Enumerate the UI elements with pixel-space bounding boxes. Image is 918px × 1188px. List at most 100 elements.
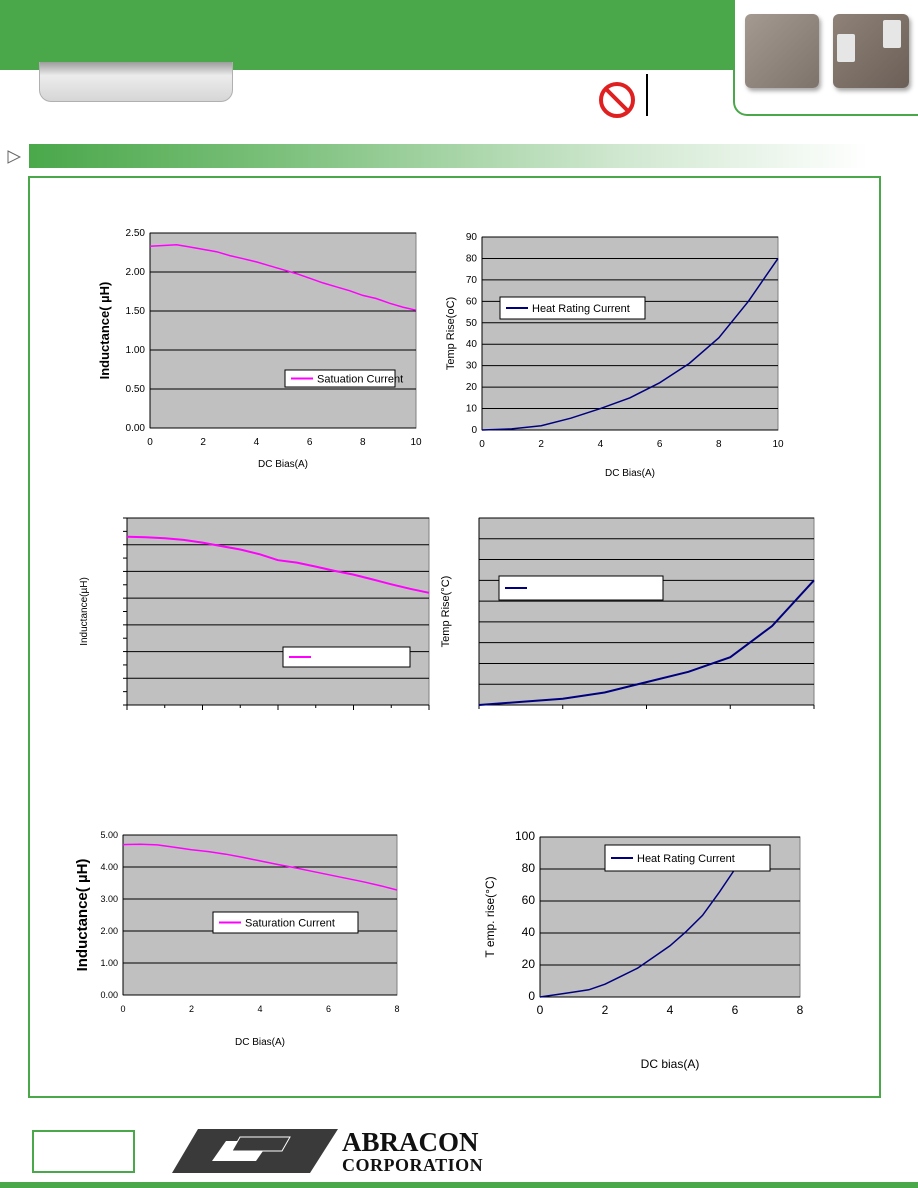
y-tick-label: 40 (466, 339, 478, 350)
y-tick-label: 80 (466, 253, 478, 264)
y-tick-label: 30 (466, 361, 478, 372)
y-tick-label: 50 (466, 318, 478, 329)
content-frame (28, 176, 881, 1098)
x-tick-label: 8 (360, 437, 366, 448)
header-tab (39, 62, 233, 102)
terminal-right (883, 20, 901, 48)
y-axis-label: Inductance( µH) (74, 859, 91, 972)
y-tick-label: 4.00 (100, 862, 118, 872)
x-tick-label: 2 (200, 437, 206, 448)
plot-area (126, 517, 430, 706)
inductor-chip-bottom (833, 14, 909, 88)
y-tick-label: 10 (466, 404, 478, 415)
x-tick-label: 0 (479, 439, 485, 450)
y-tick-label: 3.00 (100, 894, 118, 904)
y-tick-label: 0.00 (100, 990, 118, 1000)
legend-box (282, 646, 411, 668)
y-axis-label: T emp. rise(°C) (483, 876, 497, 957)
x-tick-label: 4 (254, 437, 260, 448)
y-axis-label: Temp Rise(oC) (445, 297, 457, 370)
legend-label: Heat Rating Current (532, 303, 630, 315)
chart-temp-rise-2: Temp Rise(°C) (440, 517, 815, 709)
y-tick-label: 70 (466, 275, 478, 286)
legend-box (212, 911, 359, 934)
footer-bar (0, 1182, 918, 1188)
y-tick-label: 100 (515, 829, 535, 843)
legend-box (499, 296, 646, 320)
y-tick-label: 60 (466, 296, 478, 307)
y-tick-label: 1.00 (100, 958, 118, 968)
y-tick-label: 90 (466, 232, 478, 243)
footer-page-box (32, 1130, 135, 1173)
series-line (539, 868, 736, 998)
series-line (478, 579, 815, 706)
series-line (481, 257, 779, 431)
x-tick-label: 6 (326, 1004, 331, 1014)
y-tick-label: 2.50 (126, 228, 146, 239)
x-tick-label: 4 (257, 1004, 262, 1014)
y-tick-label: 1.50 (126, 306, 146, 317)
y-tick-label: 20 (466, 382, 478, 393)
plot-area (478, 517, 815, 706)
y-tick-label: 5.00 (100, 830, 118, 840)
legend-box (284, 369, 396, 388)
logo-text-abracon: ABRACON (342, 1127, 479, 1157)
x-tick-label: 6 (307, 437, 313, 448)
chart-inductance-1: 0.00 0.50 1.00 1.50 2.00 2.50 0 2 4 6 8 10 DC Bias(A… (97, 228, 422, 470)
x-tick-label: 8 (716, 439, 722, 450)
x-tick-label: 0 (147, 437, 153, 448)
x-tick-label: 4 (667, 1003, 674, 1017)
plot-area (481, 236, 779, 431)
abracon-logo-icon (172, 1129, 338, 1173)
x-tick-label: 2 (189, 1004, 194, 1014)
y-axis-label: Temp Rise(°C) (440, 576, 452, 648)
legend-label: Satuation Current (317, 374, 403, 386)
logo-text-corporation: CORPORATION (342, 1155, 484, 1175)
x-axis-label: DC bias(A) (641, 1057, 700, 1071)
section-heading-bar (29, 144, 869, 168)
legend-label: Heat Rating Current (637, 853, 735, 865)
terminal-left (837, 34, 855, 62)
product-photo (733, 0, 918, 116)
series-line (126, 535, 430, 594)
inductor-chip-top (745, 14, 819, 88)
x-tick-label: 2 (602, 1003, 609, 1017)
x-tick-label: 6 (732, 1003, 739, 1017)
x-tick-label: 0 (120, 1004, 125, 1014)
series-line (122, 843, 398, 891)
series-line (149, 243, 417, 311)
y-tick-label: 40 (522, 925, 536, 939)
y-tick-label: 0 (528, 989, 535, 1003)
chart-inductance-2: Inductance(µH) (79, 517, 430, 710)
triangle-arrow-icon (7, 150, 21, 164)
y-axis-label: Inductance(µH) (79, 577, 90, 646)
plot-area (149, 232, 417, 429)
y-tick-label: 80 (522, 861, 536, 875)
x-tick-label: 10 (772, 439, 784, 450)
x-axis-label: DC Bias(A) (235, 1037, 285, 1048)
y-tick-label: 0.00 (126, 423, 146, 434)
x-tick-label: 0 (537, 1003, 544, 1017)
legend-label: Saturation Current (245, 918, 335, 930)
x-tick-label: 8 (394, 1004, 399, 1014)
y-tick-label: 20 (522, 957, 536, 971)
y-axis-label: Inductance( µH) (97, 282, 112, 380)
x-axis-label: DC Bias(A) (258, 459, 308, 470)
x-tick-label: 10 (410, 437, 422, 448)
chart-temp-rise-1: 0 10 20 30 40 50 60 70 80 90 0 2 4 6 8 10 DC Bias(A) Temp… (445, 232, 784, 479)
chart-inductance-3: 0.00 1.00 2.00 3.00 4.00 5.00 0 2 4 6 8 DC Bias(A) I… (74, 830, 400, 1048)
rohs-divider (646, 74, 648, 116)
y-tick-label: 1.00 (126, 345, 146, 356)
x-tick-label: 4 (598, 439, 604, 450)
x-tick-label: 6 (657, 439, 663, 450)
x-tick-label: 2 (538, 439, 544, 450)
y-tick-label: 2.00 (126, 267, 146, 278)
chart-temp-rise-3: 0 20 40 60 80 100 0 2 4 6 8 DC bias(A) T emp. rise(°… (483, 829, 804, 1071)
rohs-prohibited-icon (599, 82, 635, 118)
y-tick-label: 2.00 (100, 926, 118, 936)
y-tick-label: 0 (471, 425, 477, 436)
y-tick-label: 60 (522, 893, 536, 907)
x-tick-label: 8 (797, 1003, 804, 1017)
y-tick-label: 0.50 (126, 384, 146, 395)
x-axis-label: DC Bias(A) (605, 468, 655, 479)
